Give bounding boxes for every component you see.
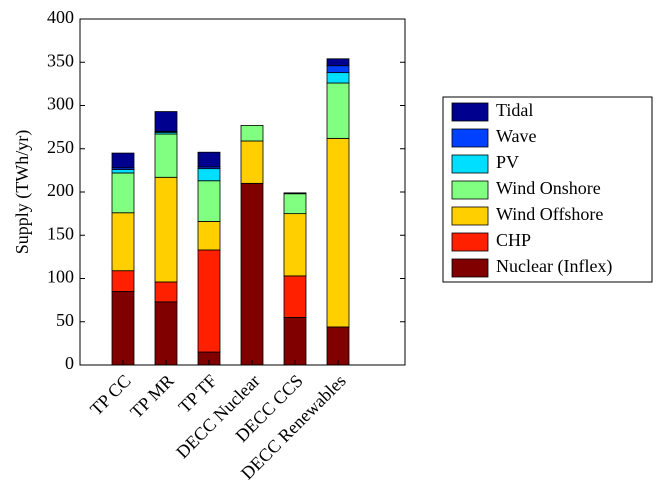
bar-segment (197, 221, 221, 251)
bar-segment (240, 140, 264, 184)
y-tick-label: 250 (47, 137, 74, 157)
legend-swatch (451, 232, 489, 252)
legend-swatch (451, 154, 489, 174)
bar-segment (326, 58, 350, 67)
y-tick-label: 200 (47, 180, 74, 200)
bar-segment (326, 72, 350, 84)
bar-segment (240, 124, 264, 142)
y-tick-label: 0 (65, 353, 74, 373)
y-tick-label: 150 (47, 223, 74, 243)
bar-segment (326, 82, 350, 139)
bar-segment (197, 151, 221, 168)
bar-segment (326, 326, 350, 366)
x-tick-label: TP MR (126, 371, 178, 423)
bar-segment (154, 301, 178, 366)
legend-swatch (451, 206, 489, 226)
y-tick-label: 350 (47, 50, 74, 70)
legend-label: Tidal (496, 100, 533, 120)
y-tick-label: 100 (47, 267, 74, 287)
bar-segment (197, 180, 221, 222)
bar-segment (111, 172, 135, 214)
bar-segment (111, 291, 135, 366)
legend-label: CHP (496, 230, 531, 250)
bar-segment (240, 182, 264, 366)
legend-label: Nuclear (Inflex) (496, 256, 612, 277)
bar-segment (111, 152, 135, 169)
bar-segment (154, 133, 178, 178)
bar-segment (111, 169, 135, 174)
legend-swatch (451, 180, 489, 200)
legend-swatch (451, 258, 489, 278)
bar-segment (283, 193, 307, 215)
bar-segment (154, 281, 178, 303)
bar-segment (154, 176, 178, 283)
bar-segment (154, 111, 178, 132)
y-axis-label: Supply (TWh/yr) (12, 130, 33, 254)
legend-label: Wave (496, 126, 537, 146)
bar-segment (326, 65, 350, 74)
bar-segment (283, 192, 307, 195)
legend-label: Wind Onshore (496, 178, 601, 198)
y-tick-label: 300 (47, 94, 74, 114)
bar-segment (197, 249, 221, 353)
bar-segment (283, 213, 307, 277)
bar-segment (283, 317, 307, 366)
y-tick-label: 50 (56, 310, 74, 330)
legend-label: PV (496, 152, 519, 172)
y-tick-label: 400 (47, 7, 74, 27)
bar-segment (326, 137, 350, 328)
x-tick-label: TP CC (86, 371, 135, 420)
bar-segment (111, 212, 135, 272)
bar-segment (111, 270, 135, 292)
legend-label: Wind Offshore (496, 204, 603, 224)
legend-swatch (451, 128, 489, 148)
plot-frame (79, 18, 406, 366)
bar-segment (283, 275, 307, 318)
legend-swatch (451, 102, 489, 122)
bar-segment (197, 168, 221, 182)
